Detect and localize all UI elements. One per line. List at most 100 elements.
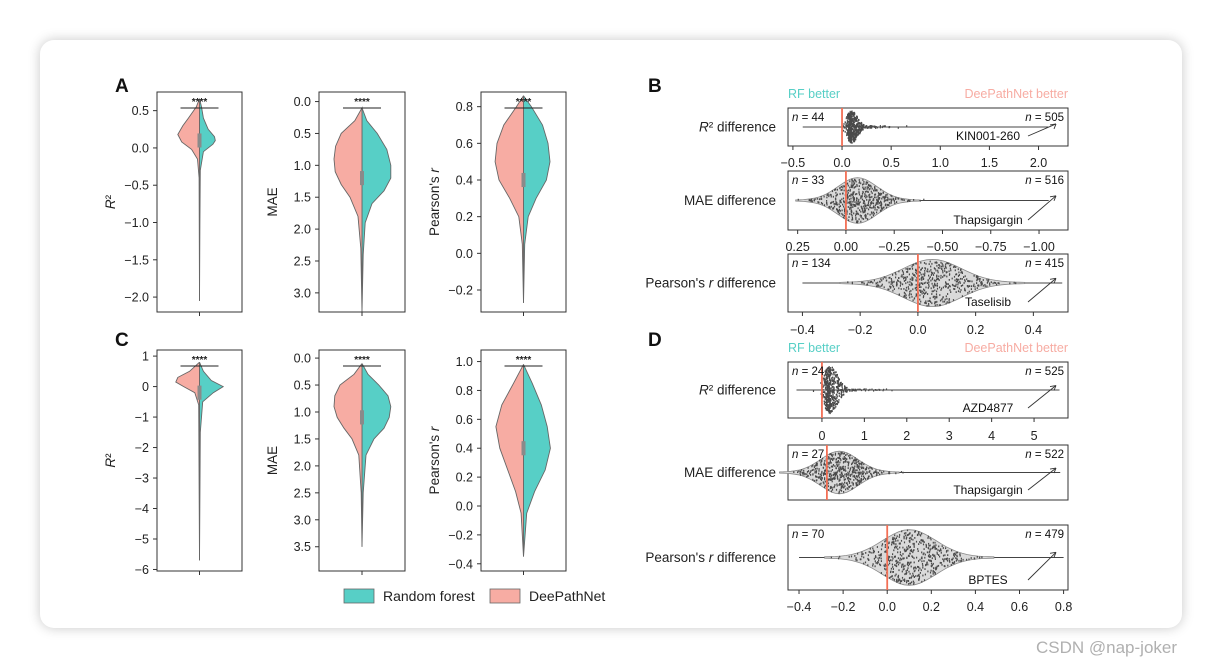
beeswarm-point [899,561,901,564]
beeswarm-point [894,545,896,548]
beeswarm-point [798,470,800,473]
beeswarm-point [843,457,846,460]
beeswarm-point [927,268,929,271]
beeswarm-point [867,181,869,184]
beeswarm-point [861,198,864,201]
beeswarm-point [848,113,851,116]
beeswarm-point [837,383,839,386]
beeswarm-point [897,127,899,129]
beeswarm-point [873,550,875,553]
beeswarm-point [833,383,835,385]
violin-iqr-box [197,385,202,400]
beeswarm-point [894,574,896,577]
beeswarm-point [879,285,881,288]
beeswarm-point [868,389,870,392]
beeswarm-point [897,561,899,564]
beeswarm-point [964,287,966,290]
beeswarm-point [850,131,852,134]
beeswarm-point [911,581,913,584]
beeswarm-point [893,288,895,290]
beeswarm-point [843,205,845,208]
n-rf-better: n = 44 [792,112,825,124]
beeswarm-point [834,189,836,191]
beeswarm-point [901,269,904,272]
beeswarm-point [830,403,832,406]
beeswarm-point [911,279,913,282]
beeswarm-point [955,551,957,554]
beeswarm-point [864,207,866,210]
beeswarm-point [830,461,832,464]
beeswarm-point [876,473,878,476]
beeswarm-point [900,558,903,561]
beeswarm-point [839,555,841,558]
beeswarm-point [923,295,925,297]
beeswarm-point [910,538,912,541]
beeswarm-point [930,569,932,572]
beeswarm-point [868,126,870,128]
beeswarm-point [913,581,915,584]
beeswarm-point [892,284,894,287]
beeswarm-point [936,287,939,290]
header-rf-better: RF better [788,341,840,355]
beeswarm-point [977,278,979,280]
beeswarm-point [887,198,889,201]
beeswarm-point [897,576,899,579]
y-tick-label: −1.5 [124,253,149,267]
beeswarm-point [943,559,945,562]
beeswarm-point [863,556,865,559]
y-tick-label: 1.0 [294,405,311,419]
beeswarm-point [862,191,864,194]
beeswarm-point [827,409,829,411]
beeswarm-point [829,378,831,380]
beeswarm-point [848,115,850,118]
beeswarm-point [875,562,877,564]
n-rf-better: n = 33 [792,175,824,187]
beeswarm-point [924,556,926,559]
beeswarm-point [819,473,821,476]
beeswarm-point [828,404,830,407]
beeswarm-point [832,379,834,382]
beeswarm-point [891,282,893,284]
beeswarm-point [834,373,836,376]
beeswarm-point [912,542,914,545]
annotation-arrow [1027,551,1057,581]
beeswarm-point [865,478,867,480]
beeswarm-point [911,283,913,285]
beeswarm-point [848,134,850,137]
beeswarm-point [930,559,932,562]
beeswarm-point [910,293,912,296]
beeswarm-point [909,539,911,542]
beeswarm-point [852,389,854,391]
beeswarm-point [843,479,845,481]
beeswarm-point [823,396,825,399]
beeswarm-point [978,284,980,287]
beeswarm-point [871,551,873,554]
beeswarm-point [912,272,914,275]
outlier-annotation: Thapsigargin [953,213,1022,227]
beeswarm-point [842,391,844,394]
beeswarm-point [840,476,842,478]
beeswarm-point [960,289,962,291]
beeswarm-point [936,261,938,264]
beeswarm-point [869,187,871,190]
beeswarm-point [929,556,931,558]
beeswarm-point [882,196,884,198]
beeswarm-point [831,455,833,458]
beeswarm-point [848,194,850,197]
beeswarm-point [948,270,950,273]
beeswarm-point [941,287,943,290]
beeswarm-point [936,551,938,554]
beeswarm-point [836,389,838,392]
beeswarm-point [855,134,857,137]
beeswarm-point [871,475,873,478]
beeswarm-point [874,208,876,211]
beeswarm-point [954,552,956,555]
beeswarm-point [920,273,922,276]
beeswarm-point [826,392,828,395]
beeswarm-point [833,371,835,374]
beeswarm-point [860,471,862,474]
beeswarm-point [905,537,907,540]
beeswarm-point [857,552,859,555]
beeswarm-point [840,390,842,393]
beeswarm-point [862,202,864,205]
